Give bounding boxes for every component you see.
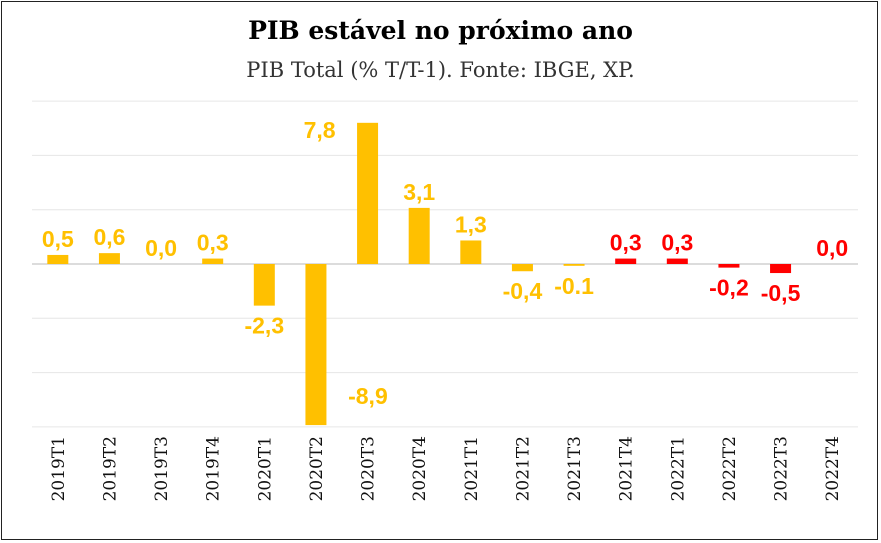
bar bbox=[47, 254, 69, 264]
data-label: -8,9 bbox=[348, 383, 388, 409]
bar bbox=[615, 258, 637, 264]
data-label: 0,3 bbox=[197, 230, 229, 256]
data-label: -0,4 bbox=[503, 278, 543, 304]
data-label: 0,3 bbox=[610, 230, 642, 256]
bar bbox=[460, 240, 482, 264]
grid-lines bbox=[32, 100, 858, 428]
x-tick-label: 2020T3 bbox=[359, 436, 379, 501]
x-tick-label: 2020T4 bbox=[410, 436, 430, 501]
bar bbox=[770, 264, 792, 274]
data-label: -0,5 bbox=[761, 280, 801, 306]
x-tick-label: 2019T3 bbox=[152, 436, 172, 501]
bars bbox=[47, 122, 792, 426]
x-tick-label: 2022T2 bbox=[720, 436, 740, 501]
x-tick-label: 2021T3 bbox=[565, 436, 585, 501]
data-label: 0,5 bbox=[42, 226, 74, 252]
x-tick-labels: 2019T1 2019T2 2019T3 2019T4 2020T1 2020T2 2020… bbox=[49, 436, 843, 501]
bar bbox=[563, 264, 585, 266]
x-tick-label: 2019T1 bbox=[49, 436, 69, 501]
x-tick-label: 2019T2 bbox=[100, 436, 120, 501]
x-tick-label: 2020T2 bbox=[307, 436, 327, 501]
bar bbox=[718, 264, 740, 268]
x-tick-label: 2022T1 bbox=[668, 436, 688, 501]
x-tick-label: 2019T4 bbox=[204, 436, 224, 501]
data-label: 1,3 bbox=[455, 211, 487, 237]
x-tick-label: 2021T2 bbox=[513, 436, 533, 501]
bar bbox=[202, 258, 224, 264]
chart-subtitle: PIB Total (% T/T-1). Fonte: IBGE, XP. bbox=[246, 58, 635, 82]
x-tick-label: 2020T1 bbox=[255, 436, 275, 501]
bar bbox=[305, 264, 327, 426]
data-label: 3,1 bbox=[403, 179, 435, 205]
bar bbox=[253, 264, 275, 306]
x-tick-label: 2021T1 bbox=[462, 436, 482, 501]
bar bbox=[511, 264, 533, 272]
bar bbox=[98, 253, 120, 264]
x-tick-label: 2021T4 bbox=[617, 436, 637, 501]
chart-title: PIB estável no próximo ano bbox=[248, 16, 633, 45]
data-label: 0,6 bbox=[93, 224, 125, 250]
bar bbox=[408, 207, 430, 264]
data-label: 0,0 bbox=[145, 235, 177, 261]
x-tick-label: 2022T4 bbox=[823, 436, 843, 501]
bar bbox=[357, 122, 379, 264]
data-label: 7,8 bbox=[304, 117, 336, 143]
data-label: 0,3 bbox=[661, 230, 693, 256]
data-labels: 0,5 0,6 0,0 0,3 -2,3 -8,9 7,8 3,1 1,3 -0,4 -0.1 0,3… bbox=[42, 117, 848, 409]
data-label: -0.1 bbox=[554, 273, 594, 299]
data-label: -0,2 bbox=[709, 275, 749, 301]
data-label: -2,3 bbox=[244, 313, 284, 339]
data-label: 0,0 bbox=[816, 235, 848, 261]
x-tick-label: 2022T3 bbox=[772, 436, 792, 501]
bar bbox=[666, 258, 688, 264]
